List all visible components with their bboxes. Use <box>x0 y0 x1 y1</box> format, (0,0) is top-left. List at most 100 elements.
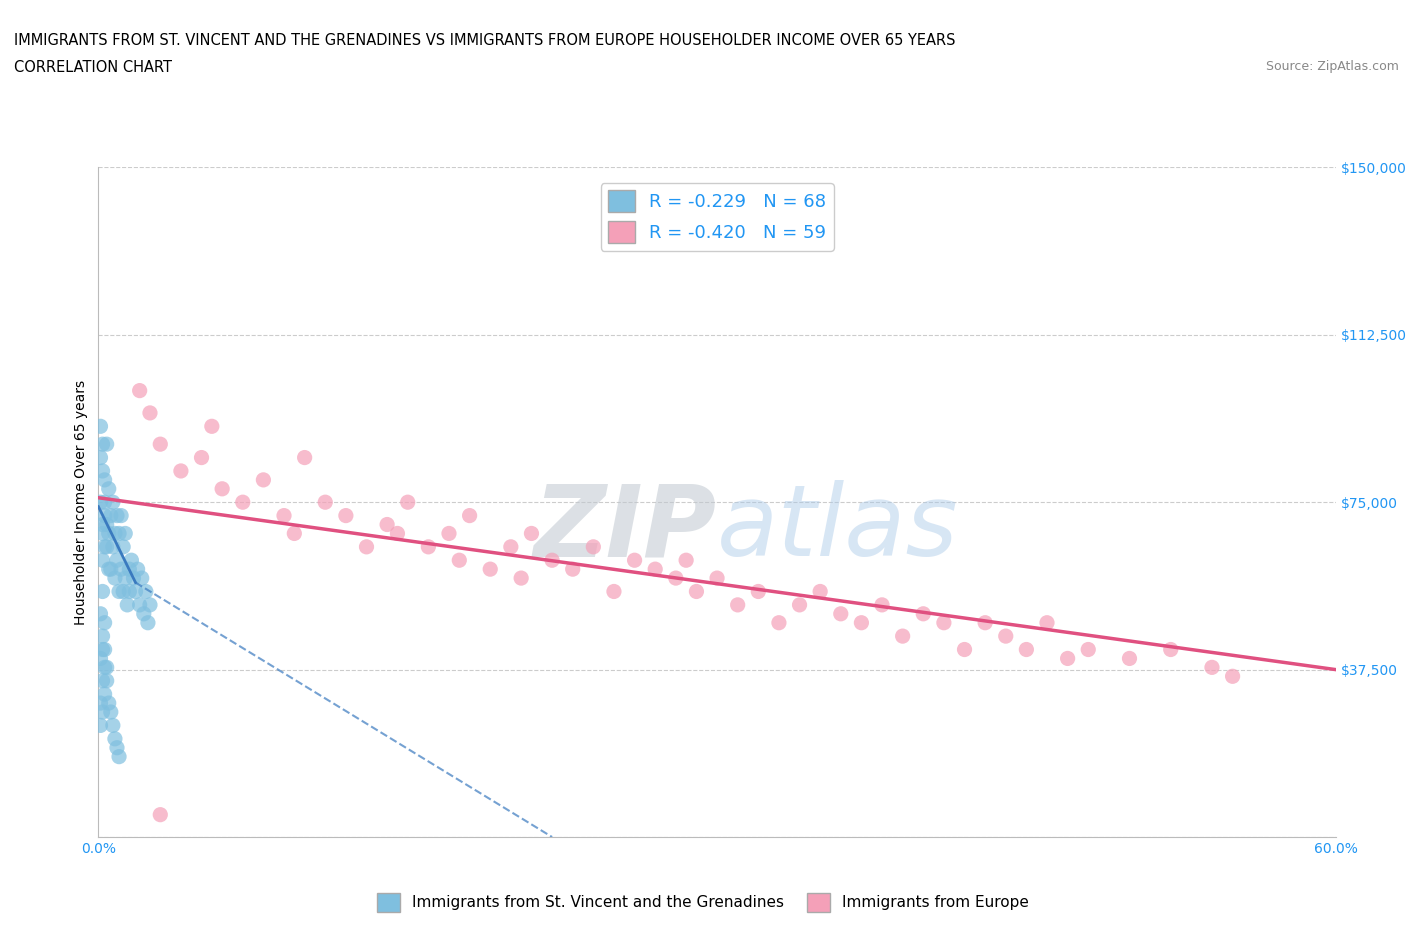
Point <box>314 495 336 510</box>
Point <box>118 562 141 577</box>
Point <box>139 597 162 612</box>
Point <box>252 472 274 487</box>
Point <box>100 562 122 577</box>
Text: IMMIGRANTS FROM ST. VINCENT AND THE GRENADINES VS IMMIGRANTS FROM EUROPE HOUSEHO: IMMIGRANTS FROM ST. VINCENT AND THE GREN… <box>14 33 956 47</box>
Point <box>128 597 150 612</box>
Point <box>97 696 120 711</box>
Point <box>89 718 111 733</box>
Point <box>108 750 131 764</box>
Text: CORRELATION CHART: CORRELATION CHART <box>14 60 172 75</box>
Point <box>190 450 212 465</box>
Point <box>120 552 142 567</box>
Point <box>1201 660 1223 675</box>
Point <box>1160 642 1182 657</box>
Legend: Immigrants from St. Vincent and the Grenadines, Immigrants from Europe: Immigrants from St. Vincent and the Gren… <box>371 887 1035 918</box>
Point <box>104 526 127 541</box>
Point <box>149 807 172 822</box>
Point <box>122 571 145 586</box>
Point <box>105 552 128 567</box>
Point <box>932 616 955 631</box>
Point <box>97 562 120 577</box>
Point <box>418 539 440 554</box>
Text: atlas: atlas <box>717 481 959 578</box>
Point <box>91 526 114 541</box>
Point <box>105 508 128 523</box>
Point <box>96 673 118 688</box>
Point <box>623 552 645 567</box>
Point <box>114 571 136 586</box>
Point <box>139 405 162 420</box>
Point <box>101 718 124 733</box>
Point <box>201 418 224 433</box>
Point <box>128 383 150 398</box>
Point <box>1036 616 1059 631</box>
Point <box>93 642 115 657</box>
Point <box>110 562 132 577</box>
Point <box>91 552 114 567</box>
Text: ZIP: ZIP <box>534 481 717 578</box>
Point <box>294 450 316 465</box>
Point <box>273 508 295 523</box>
Point <box>789 597 811 612</box>
Point <box>112 539 135 554</box>
Point <box>974 616 997 631</box>
Point <box>149 437 172 452</box>
Point <box>387 526 409 541</box>
Point <box>124 584 146 599</box>
Point <box>127 562 149 577</box>
Point <box>520 526 543 541</box>
Point <box>97 526 120 541</box>
Point <box>93 508 115 523</box>
Point <box>93 539 115 554</box>
Point <box>110 508 132 523</box>
Point <box>870 597 893 612</box>
Point <box>953 642 976 657</box>
Point <box>96 517 118 532</box>
Point <box>108 526 131 541</box>
Point <box>104 571 127 586</box>
Point <box>136 616 159 631</box>
Point <box>912 606 935 621</box>
Point <box>541 552 564 567</box>
Point <box>747 584 769 599</box>
Point <box>283 526 305 541</box>
Point <box>830 606 852 621</box>
Point <box>891 629 914 644</box>
Point <box>135 584 157 599</box>
Point <box>89 495 111 510</box>
Point <box>768 616 790 631</box>
Point <box>675 552 697 567</box>
Point <box>91 517 114 532</box>
Point <box>499 539 522 554</box>
Point <box>1222 669 1244 684</box>
Point <box>335 508 357 523</box>
Point <box>132 606 155 621</box>
Point <box>808 584 831 599</box>
Point <box>105 740 128 755</box>
Point <box>100 705 122 720</box>
Point <box>108 584 131 599</box>
Point <box>117 597 139 612</box>
Point <box>96 437 118 452</box>
Point <box>170 463 193 478</box>
Point <box>96 660 118 675</box>
Point <box>89 606 111 621</box>
Point <box>100 508 122 523</box>
Point <box>93 472 115 487</box>
Point <box>510 571 533 586</box>
Point <box>1077 642 1099 657</box>
Point <box>93 686 115 701</box>
Point <box>644 562 666 577</box>
Point <box>93 495 115 510</box>
Point <box>89 696 111 711</box>
Point <box>101 495 124 510</box>
Point <box>561 562 583 577</box>
Point <box>396 495 419 510</box>
Point <box>114 526 136 541</box>
Point <box>211 482 233 497</box>
Point <box>449 552 471 567</box>
Point <box>89 651 111 666</box>
Point <box>91 705 114 720</box>
Point <box>437 526 460 541</box>
Point <box>582 539 605 554</box>
